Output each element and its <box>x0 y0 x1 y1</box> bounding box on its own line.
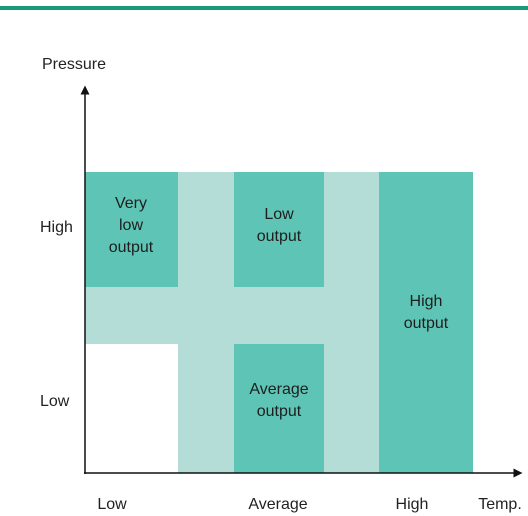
cell <box>85 172 178 287</box>
cell-label: low <box>119 217 143 234</box>
top-rule <box>0 6 528 10</box>
cell-label: output <box>257 403 302 420</box>
cell-label: Average <box>249 381 308 398</box>
y-axis-title: Pressure <box>42 56 106 73</box>
x-label: Average <box>248 496 307 513</box>
cell-label: Low <box>264 206 294 223</box>
x-label: Low <box>97 496 127 513</box>
cell-label: output <box>404 315 449 332</box>
cell <box>379 172 473 473</box>
cell-labels: Very low output Low output Average output High o… <box>109 195 449 420</box>
y-label: Low <box>40 393 70 410</box>
cell-label: Very <box>115 195 147 212</box>
y-label: High <box>40 219 73 236</box>
cell <box>234 172 324 287</box>
x-label: High <box>396 496 429 513</box>
cell-label: output <box>257 228 302 245</box>
cell-label: High <box>410 293 443 310</box>
cell <box>234 344 324 473</box>
x-axis-title: Temp. <box>478 496 522 513</box>
cell-label: output <box>109 239 154 256</box>
